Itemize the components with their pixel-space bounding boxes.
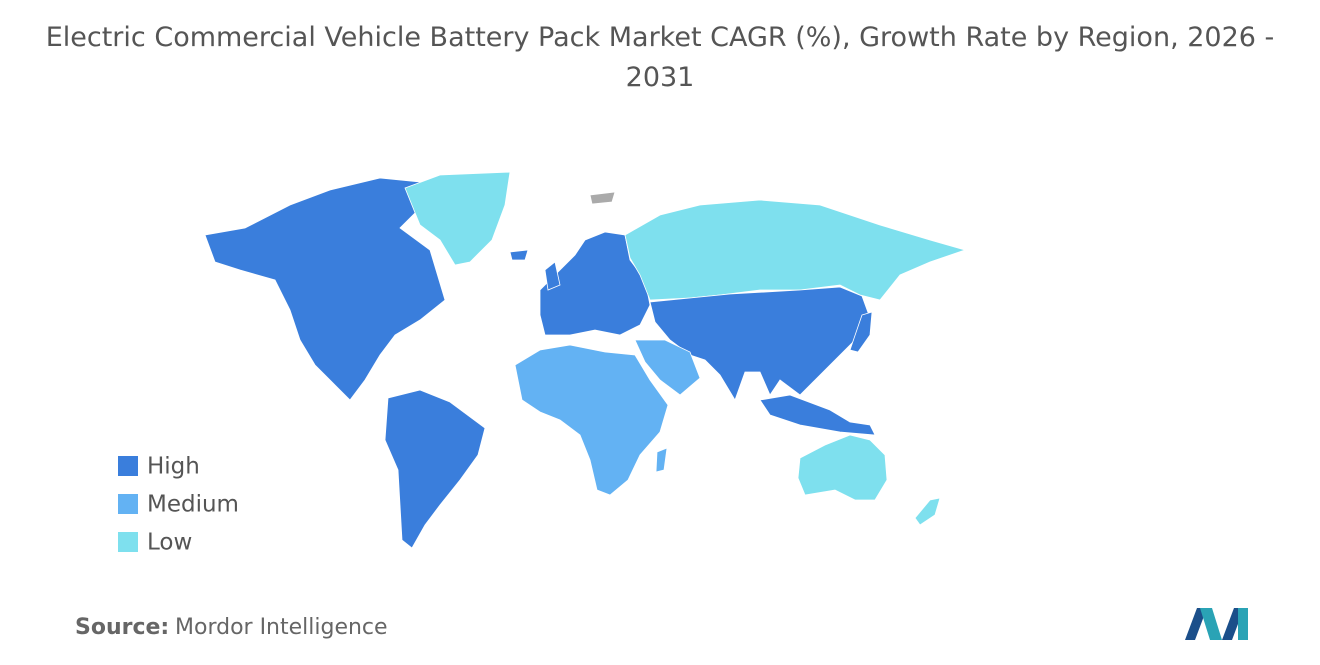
region bbox=[649, 286, 871, 401]
region bbox=[634, 339, 701, 396]
region bbox=[797, 434, 888, 501]
legend-swatch bbox=[118, 456, 138, 476]
region bbox=[404, 171, 511, 266]
logo-part bbox=[1185, 608, 1207, 640]
logo-part bbox=[1238, 608, 1248, 640]
legend-label: High bbox=[147, 454, 200, 480]
region bbox=[624, 199, 967, 301]
region bbox=[849, 311, 873, 353]
legend: High Medium Low bbox=[118, 454, 239, 556]
source-text: Mordor Intelligence bbox=[175, 615, 388, 640]
region-no-data bbox=[589, 191, 616, 205]
world-map bbox=[204, 171, 967, 549]
legend-swatch bbox=[118, 532, 138, 552]
logo-part bbox=[1200, 608, 1222, 640]
region bbox=[514, 344, 669, 496]
region bbox=[204, 177, 446, 401]
region bbox=[544, 261, 561, 291]
region bbox=[759, 394, 876, 436]
logo bbox=[1185, 608, 1248, 640]
map-title: Electric Commercial Vehicle Battery Pack… bbox=[45, 22, 1275, 93]
legend-label: Medium bbox=[147, 492, 239, 518]
region bbox=[914, 497, 941, 526]
legend-label: Low bbox=[147, 530, 192, 556]
region bbox=[655, 447, 668, 473]
region bbox=[384, 389, 486, 549]
legend-swatch bbox=[118, 494, 138, 514]
source-label: Source: bbox=[75, 615, 169, 640]
region bbox=[509, 249, 529, 261]
